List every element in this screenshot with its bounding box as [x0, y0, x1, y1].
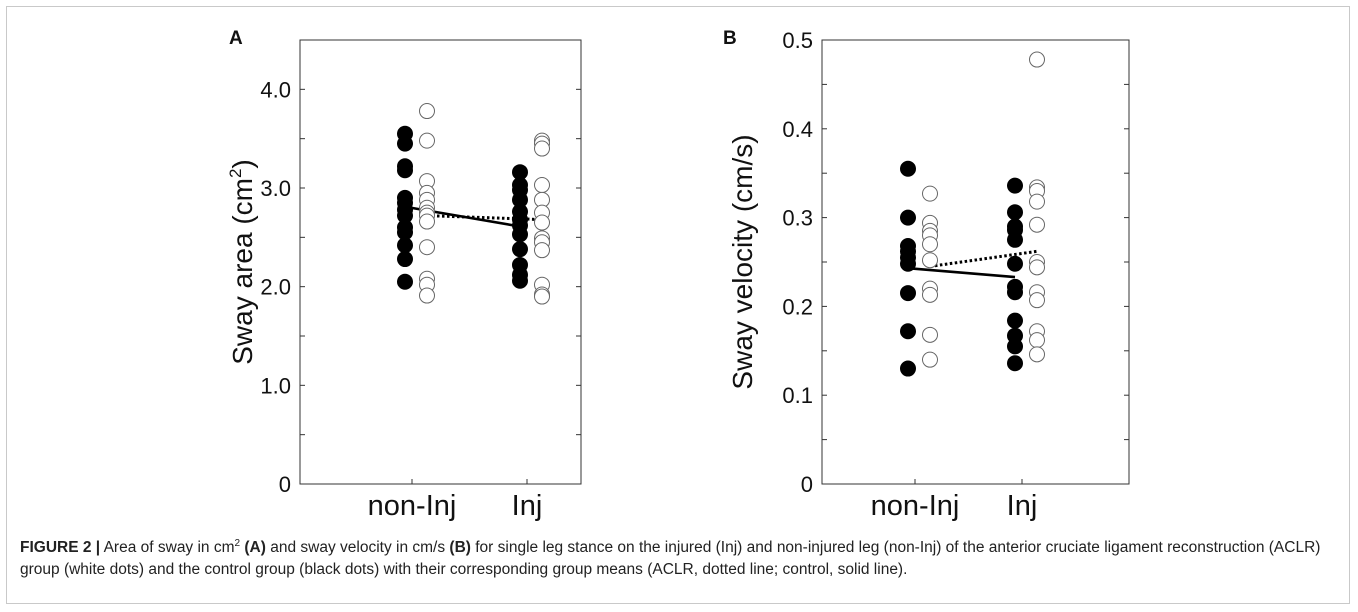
panel-a: A 0 1.0 2.0 3.0 4.0 non-Inj Inj Sway area (c… [226, 28, 582, 522]
panel-b-y-axis-title: Sway velocity (cm/s) [727, 134, 758, 389]
ACLR-point [534, 214, 550, 231]
ACLR-point [1029, 332, 1045, 349]
ACLR-point [534, 140, 550, 157]
control-mean-line [907, 266, 1016, 279]
figure-frame [6, 6, 1350, 604]
caption-text-1: Area of sway in cm [100, 539, 235, 556]
y-tick-label: 2.0 [260, 275, 291, 300]
panel-a-letter: A [229, 28, 243, 49]
panel-a-y-title-end: ) [227, 159, 258, 168]
panel-a-y-title-sup: 2 [226, 169, 245, 178]
control-point [900, 323, 916, 340]
control-point [1007, 204, 1023, 221]
ACLR-point [922, 185, 938, 202]
figure-caption: FIGURE 2 | Area of sway in cm2 (A) and s… [20, 537, 1340, 581]
ACLR-point [534, 177, 550, 194]
control-point [1007, 312, 1023, 329]
caption-panel-a-ref: (A) [240, 539, 266, 556]
panel-b-category-inj: Inj [1007, 490, 1038, 522]
caption-superscript: 2 [234, 537, 241, 549]
ACLR-point [1029, 193, 1045, 210]
ACLR-point [534, 242, 550, 259]
ACLR-point [922, 351, 938, 368]
panel-b-points [900, 51, 1045, 377]
y-tick-label: 1.0 [260, 373, 291, 398]
control-point [1007, 255, 1023, 272]
control-point [397, 237, 413, 254]
panel-a-y-title-main: Sway area (cm [227, 178, 258, 365]
ACLR-point [1029, 51, 1045, 68]
control-point [900, 255, 916, 272]
caption-text-3: for single leg stance on the injured (In… [20, 539, 1321, 578]
y-tick-label: 0 [801, 472, 813, 497]
control-point [397, 251, 413, 268]
control-point [900, 160, 916, 177]
panel-a-category-inj: Inj [512, 490, 543, 522]
y-tick-label: 3.0 [260, 176, 291, 201]
panel-b-letter: B [723, 28, 737, 49]
panel-b-category-non-inj: non-Inj [871, 490, 960, 522]
y-tick-label: 0.3 [782, 206, 813, 231]
panel-b-mean-lines [907, 249, 1038, 279]
panel-a-y-ticks: 0 1.0 2.0 3.0 4.0 [260, 39, 581, 497]
control-point [900, 285, 916, 302]
ACLR-point [922, 326, 938, 343]
ACLR-point [419, 239, 435, 256]
control-point [512, 272, 528, 289]
ACLR-point [1029, 259, 1045, 276]
control-point [1007, 338, 1023, 355]
y-tick-label: 0.1 [782, 383, 813, 408]
ACLR-point [419, 132, 435, 149]
y-tick-label: 0.5 [782, 28, 813, 53]
y-tick-label: 0.4 [782, 117, 813, 142]
y-tick-label: 0 [279, 472, 291, 497]
ACLR-point [1029, 292, 1045, 309]
control-point [397, 273, 413, 290]
control-point [900, 209, 916, 226]
control-point [397, 135, 413, 152]
control-point [900, 360, 916, 377]
panel-a-category-non-inj: non-Inj [368, 490, 457, 522]
ACLR-point [922, 286, 938, 303]
control-point [397, 162, 413, 179]
y-tick-label: 0.2 [782, 294, 813, 319]
control-point [1007, 284, 1023, 301]
ACLR-point [922, 236, 938, 253]
y-tick-label: 4.0 [260, 77, 291, 102]
control-point [1007, 177, 1023, 194]
ACLR-mean-line [929, 249, 1038, 268]
ACLR-point [1029, 216, 1045, 233]
ACLR-point [534, 288, 550, 305]
control-point [1007, 355, 1023, 372]
ACLR-point [922, 252, 938, 269]
panel-a-axes-box [299, 39, 582, 485]
panel-a-y-axis-title: Sway area (cm2) [226, 159, 258, 365]
panel-b-y-ticks: 0 0.1 0.2 0.3 0.4 0.5 [782, 28, 1129, 497]
caption-label: FIGURE 2 | [20, 539, 101, 556]
figure-charts: A 0 1.0 2.0 3.0 4.0 non-Inj Inj Sway area (c… [226, 28, 1130, 522]
caption-text-2: and sway velocity in cm/s [265, 539, 450, 556]
panel-a-points [397, 103, 550, 305]
ACLR-point [419, 287, 435, 304]
panel-b-categories: non-Inj Inj [871, 490, 1038, 522]
panel-a-categories: non-Inj Inj [368, 490, 543, 522]
control-point [512, 226, 528, 243]
ACLR-point [419, 103, 435, 120]
control-point [1007, 231, 1023, 248]
control-point [512, 241, 528, 258]
panel-b-axes-box [821, 39, 1130, 485]
ACLR-point [1029, 346, 1045, 363]
caption-panel-b-ref: (B) [449, 539, 471, 556]
ACLR-point [419, 213, 435, 230]
panel-b: B 0 0.1 0.2 0.3 0.4 0.5 non-Inj Inj Sway velo… [723, 28, 1130, 522]
